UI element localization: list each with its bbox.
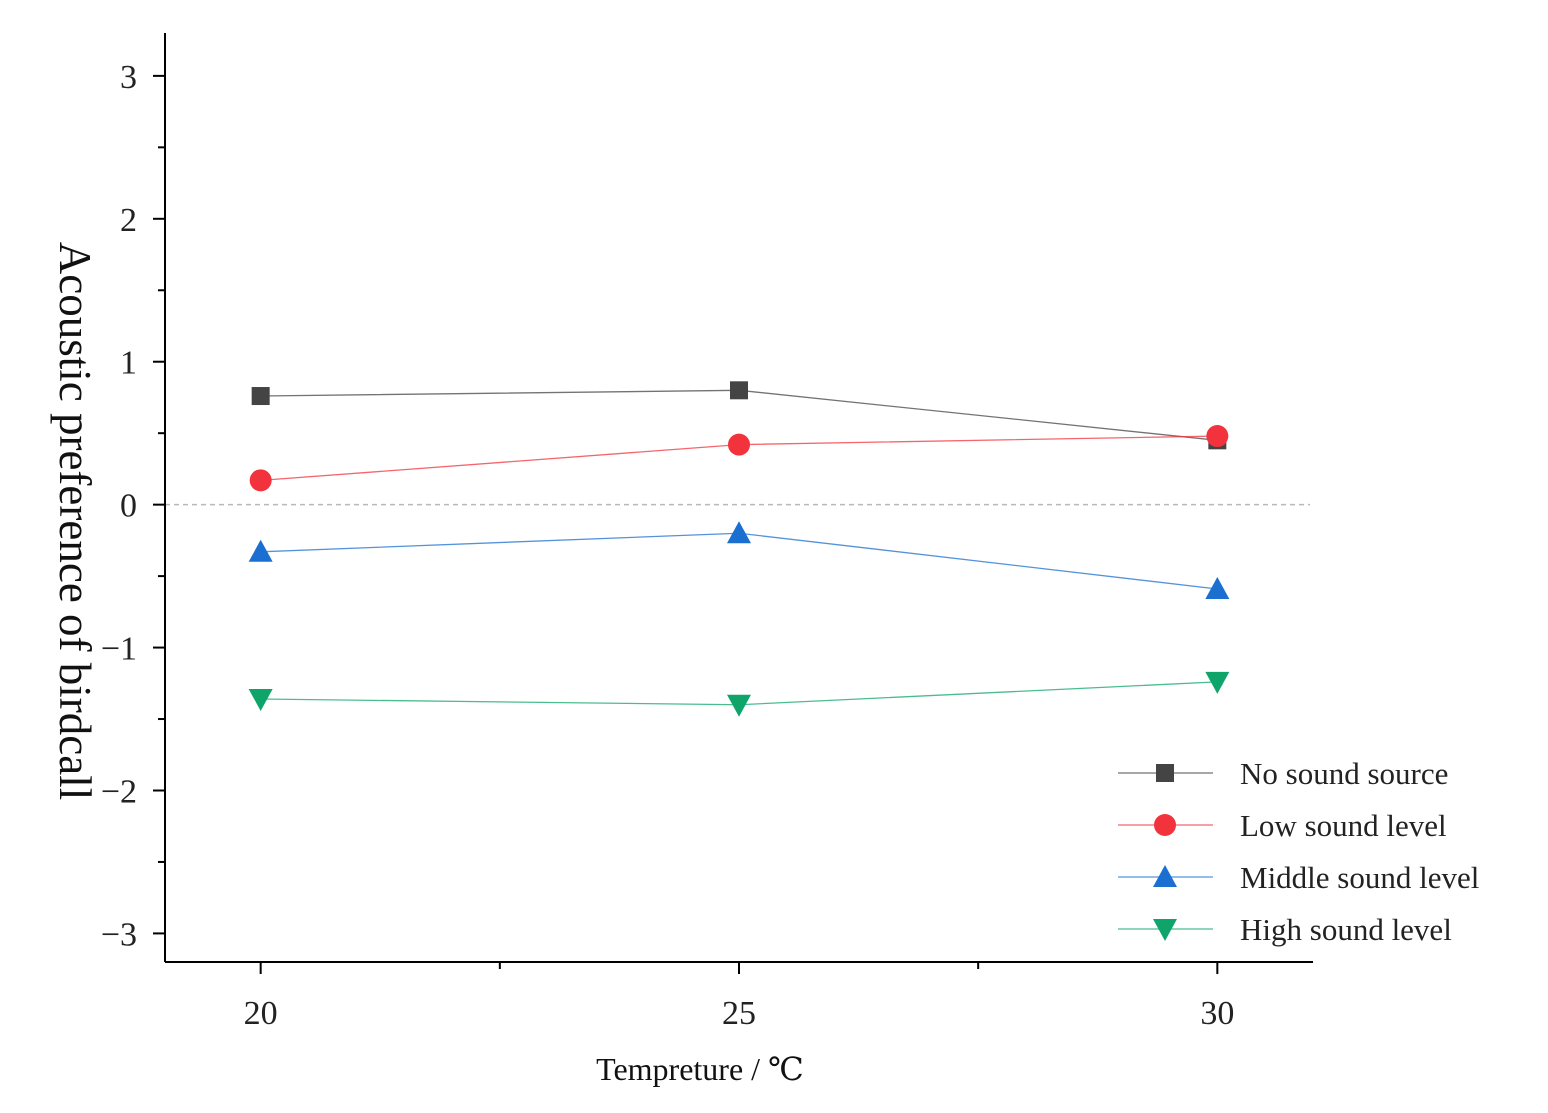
data-point	[727, 521, 751, 544]
legend-label: No sound source	[1240, 756, 1448, 791]
data-point	[1205, 671, 1230, 694]
data-point	[1206, 425, 1229, 448]
y-tick-label: −1	[101, 631, 137, 668]
x-ticks: 20 25 30	[244, 962, 1234, 1032]
x-tick-label: 30	[1200, 995, 1234, 1032]
legend-label: Middle sound level	[1240, 860, 1479, 895]
y-tick-label: 0	[120, 488, 137, 525]
x-tick-label: 20	[244, 995, 278, 1032]
y-tick-label: 3	[120, 59, 137, 96]
y-tick-label: −2	[101, 773, 137, 810]
legend-marker	[1154, 814, 1176, 836]
y-tick-label: −3	[101, 916, 137, 953]
x-tick-label: 25	[722, 995, 756, 1032]
data-point	[1205, 576, 1230, 599]
x-axis-title: Tempreture / ℃	[596, 1051, 804, 1087]
series-layer	[248, 381, 1230, 717]
data-point	[730, 381, 748, 400]
y-tick-label: 2	[120, 202, 137, 239]
y-tick-label: 1	[120, 345, 137, 382]
legend-label: Low sound level	[1240, 808, 1447, 843]
data-point	[251, 387, 270, 406]
legend: No sound source Low sound level Middle sou…	[1118, 756, 1479, 947]
legend-marker	[1153, 865, 1177, 887]
series-middle-sound-level	[248, 521, 1230, 599]
legend-item: No sound source	[1118, 756, 1448, 791]
y-axis-title: Acoustic preference of birdcall	[50, 242, 100, 800]
legend-item: Low sound level	[1118, 808, 1447, 843]
legend-label: High sound level	[1240, 912, 1452, 947]
legend-marker	[1153, 919, 1177, 941]
y-ticks: 3 2 1 0 −1 −2 −3	[101, 59, 165, 953]
legend-marker	[1156, 764, 1174, 782]
legend-item: High sound level	[1118, 912, 1452, 947]
axes	[164, 33, 1313, 963]
data-point	[248, 689, 273, 712]
data-point	[248, 539, 273, 562]
legend-item: Middle sound level	[1118, 860, 1479, 895]
data-point	[728, 433, 750, 456]
data-point	[249, 469, 272, 492]
data-point	[727, 694, 751, 717]
series-low-sound-level	[249, 425, 1229, 492]
series-high-sound-level	[248, 671, 1230, 717]
